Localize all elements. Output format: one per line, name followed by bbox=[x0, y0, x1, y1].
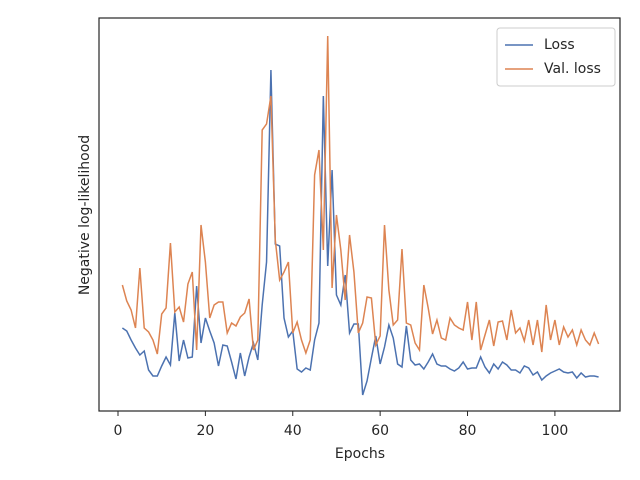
x-tick-label: 40 bbox=[284, 423, 302, 439]
x-tick-label: 60 bbox=[371, 423, 389, 439]
line-series bbox=[121, 69, 599, 396]
x-tick-label: 100 bbox=[542, 423, 569, 439]
x-tick-label: 20 bbox=[196, 423, 214, 439]
legend: Loss Val. loss bbox=[496, 27, 616, 87]
line-series bbox=[121, 35, 600, 356]
y-axis-label: Negative log-likelihood bbox=[77, 135, 93, 295]
x-tick-label: 80 bbox=[459, 423, 477, 439]
legend-label: Loss bbox=[544, 37, 575, 53]
legend-box bbox=[496, 27, 616, 87]
plot-frame bbox=[98, 17, 621, 412]
x-tick-label: 0 bbox=[114, 423, 123, 439]
legend-label: Val. loss bbox=[544, 61, 601, 77]
x-axis-label: Epochs bbox=[335, 446, 385, 462]
